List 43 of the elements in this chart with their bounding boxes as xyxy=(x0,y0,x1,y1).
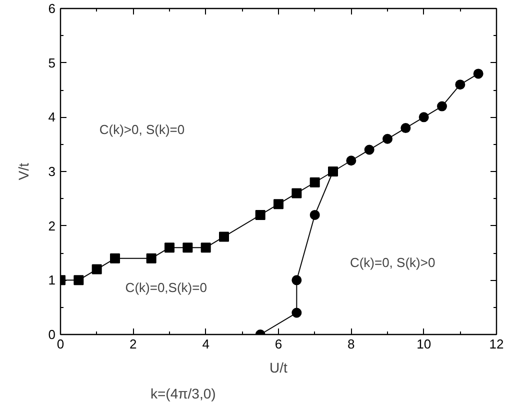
y-axis-title: V/t xyxy=(15,162,32,180)
x-tick-label: 6 xyxy=(274,336,282,352)
y-tick-label: 5 xyxy=(48,55,56,70)
y-tick-label: 4 xyxy=(48,110,56,125)
y-tick-label: 1 xyxy=(48,272,56,288)
point xyxy=(437,101,447,112)
annotation: C(k)=0, S(k)>0 xyxy=(350,255,436,270)
x-tick-label: 10 xyxy=(416,336,432,352)
point xyxy=(328,166,338,176)
x-tick-label: 8 xyxy=(348,336,355,352)
point xyxy=(255,210,266,220)
text: k=(4π/3,0) xyxy=(150,386,216,402)
point xyxy=(346,156,356,166)
y-tick-label: 6 xyxy=(48,1,56,16)
point xyxy=(74,275,84,286)
point xyxy=(310,177,320,188)
point xyxy=(473,68,484,79)
point xyxy=(418,112,429,122)
point xyxy=(310,210,320,220)
x-tick-label: 4 xyxy=(202,336,210,352)
x-axis-title: U/t xyxy=(270,360,288,376)
point xyxy=(200,242,211,253)
x-tick-label: 12 xyxy=(489,336,504,352)
point xyxy=(182,242,193,253)
point xyxy=(382,134,392,144)
point xyxy=(110,253,120,264)
point xyxy=(455,80,466,90)
x-tick-label: 2 xyxy=(130,336,137,352)
point xyxy=(219,232,229,242)
annotation: C(k)=0,S(k)=0 xyxy=(125,280,207,296)
point xyxy=(164,242,174,253)
point xyxy=(146,253,156,264)
point xyxy=(400,123,411,134)
point xyxy=(364,144,374,155)
y-tick-label: 0 xyxy=(48,327,56,342)
point xyxy=(92,264,102,274)
point xyxy=(292,275,302,286)
point xyxy=(292,188,302,198)
annotation: C(k)>0, S(k)=0 xyxy=(99,122,185,137)
y-tick-label: 2 xyxy=(48,218,56,234)
point xyxy=(274,199,284,210)
point xyxy=(292,308,302,318)
y-tick-label: 3 xyxy=(48,164,56,179)
